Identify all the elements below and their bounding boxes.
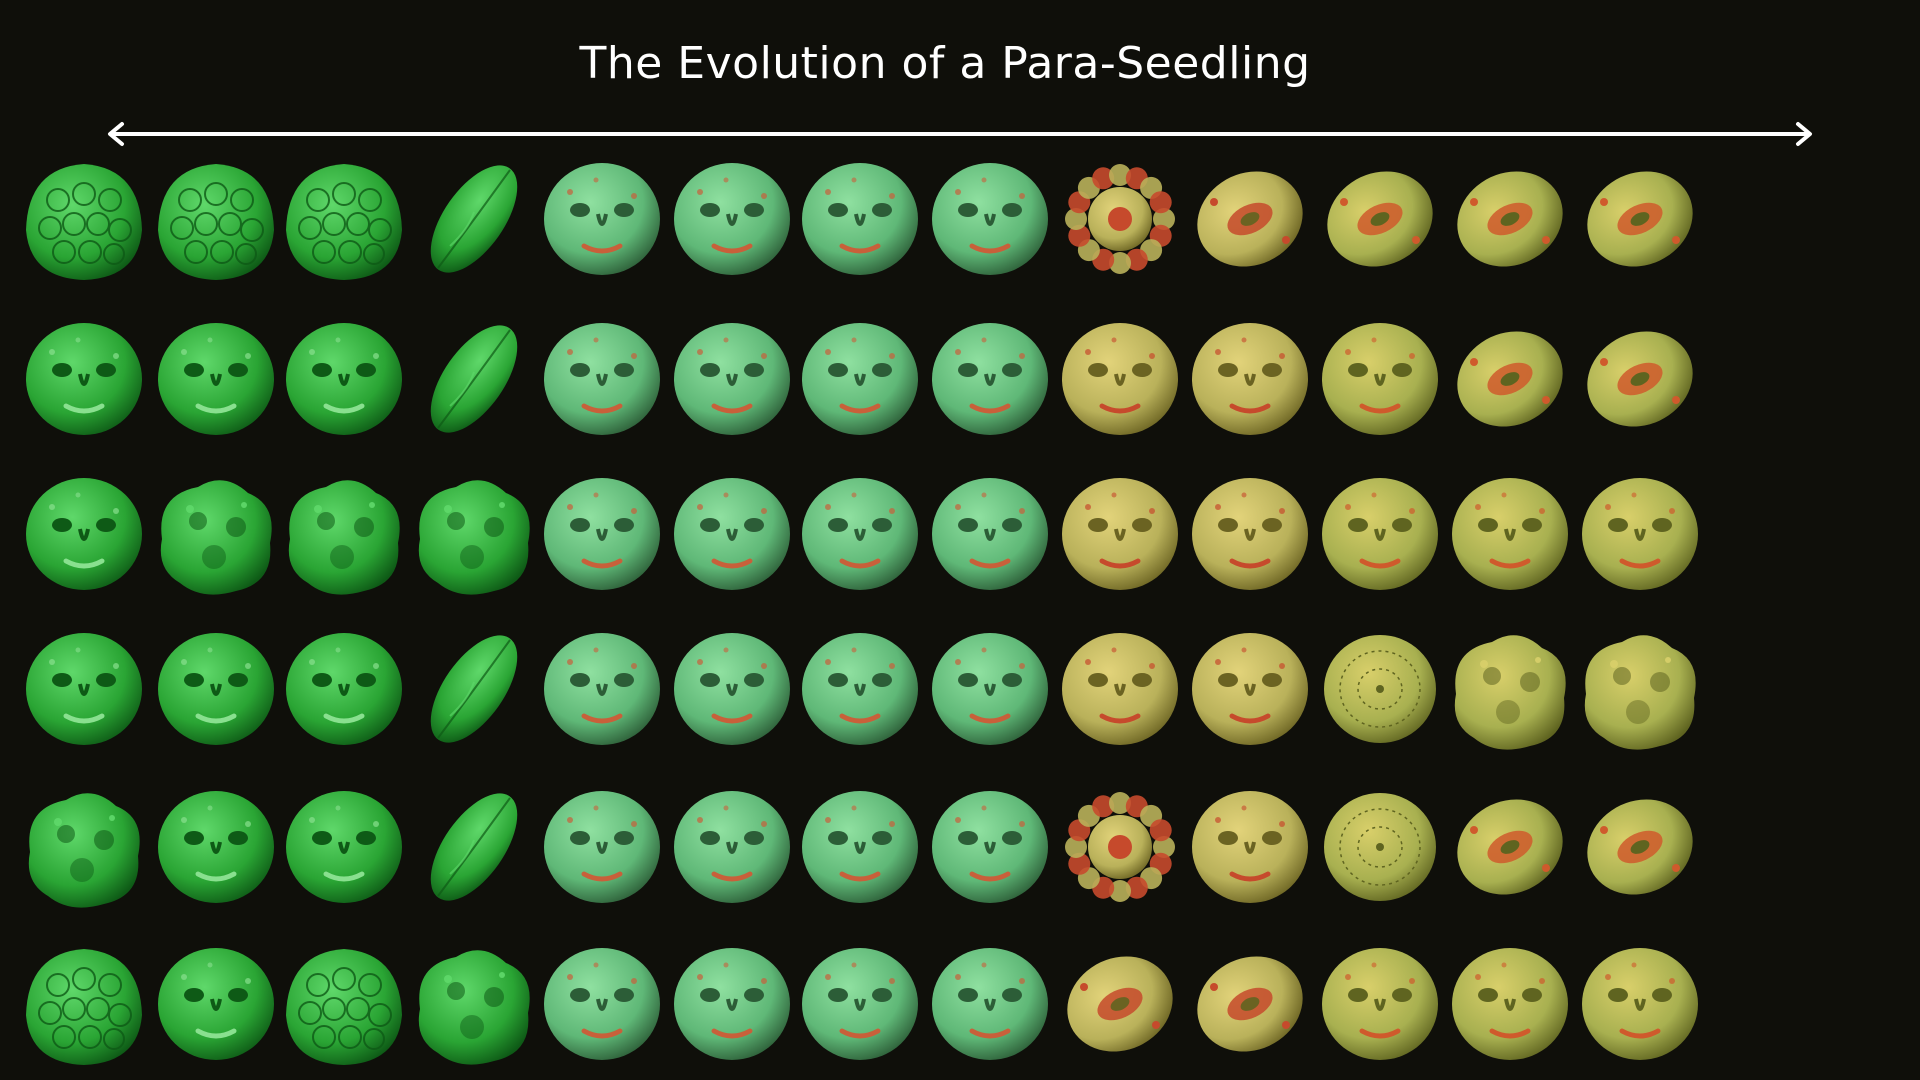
- blob-icon: [398, 935, 550, 1073]
- face-icon: [1564, 935, 1716, 1073]
- face-icon: [526, 150, 678, 288]
- pod-icon: [1564, 778, 1716, 916]
- face-icon: [1174, 620, 1326, 758]
- face-icon: [1174, 465, 1326, 603]
- face-icon: [784, 150, 936, 288]
- face-icon: [1044, 310, 1196, 448]
- seedling-grid: [0, 150, 1920, 1080]
- face-icon: [784, 465, 936, 603]
- face-icon: [1434, 935, 1586, 1073]
- face-icon: [784, 620, 936, 758]
- face-icon: [8, 620, 160, 758]
- seed-pod-icon: [8, 150, 160, 288]
- face-icon: [526, 310, 678, 448]
- face-icon: [140, 620, 292, 758]
- face-icon: [656, 310, 808, 448]
- pod-icon: [1044, 935, 1196, 1073]
- leaf-pod-icon: [398, 150, 550, 288]
- face-icon: [784, 935, 936, 1073]
- face-icon: [656, 465, 808, 603]
- seed-pod-icon: [268, 150, 420, 288]
- face-icon: [526, 778, 678, 916]
- blob-icon: [1564, 620, 1716, 758]
- face-icon: [784, 778, 936, 916]
- pod-icon: [1174, 935, 1326, 1073]
- face-icon: [914, 465, 1066, 603]
- face-icon: [1044, 620, 1196, 758]
- pod-icon: [1434, 310, 1586, 448]
- face-icon: [526, 465, 678, 603]
- leaf-pod-icon: [398, 778, 550, 916]
- pod-icon: [1304, 150, 1456, 288]
- face-icon: [656, 150, 808, 288]
- face-icon: [914, 778, 1066, 916]
- face-icon: [1174, 778, 1326, 916]
- face-icon: [1304, 465, 1456, 603]
- seed-pod-icon: [268, 935, 420, 1073]
- flower-icon: [1044, 778, 1196, 916]
- face-icon: [1434, 465, 1586, 603]
- face-icon: [8, 310, 160, 448]
- face-icon: [1174, 310, 1326, 448]
- face-icon: [268, 310, 420, 448]
- blob-icon: [398, 465, 550, 603]
- seed-pod-icon: [8, 935, 160, 1073]
- face-icon: [526, 935, 678, 1073]
- page-title: The Evolution of a Para-Seedling: [579, 38, 1311, 89]
- disc-icon: [1304, 620, 1456, 758]
- blob-icon: [8, 778, 160, 916]
- face-icon: [1304, 310, 1456, 448]
- face-icon: [8, 465, 160, 603]
- face-icon: [1044, 465, 1196, 603]
- face-icon: [914, 620, 1066, 758]
- face-icon: [268, 778, 420, 916]
- pod-icon: [1174, 150, 1326, 288]
- blob-icon: [140, 465, 292, 603]
- pod-icon: [1434, 150, 1586, 288]
- seed-pod-icon: [140, 150, 292, 288]
- leaf-pod-icon: [398, 310, 550, 448]
- pod-icon: [1434, 778, 1586, 916]
- face-icon: [1304, 935, 1456, 1073]
- face-icon: [914, 935, 1066, 1073]
- face-icon: [656, 778, 808, 916]
- face-icon: [914, 150, 1066, 288]
- flower-icon: [1044, 150, 1196, 288]
- blob-icon: [268, 465, 420, 603]
- blob-icon: [1434, 620, 1586, 758]
- face-icon: [140, 310, 292, 448]
- face-icon: [268, 620, 420, 758]
- face-icon: [784, 310, 936, 448]
- face-icon: [656, 620, 808, 758]
- pod-icon: [1564, 310, 1716, 448]
- leaf-pod-icon: [398, 620, 550, 758]
- face-icon: [656, 935, 808, 1073]
- disc-icon: [1304, 778, 1456, 916]
- face-icon: [526, 620, 678, 758]
- face-icon: [1564, 465, 1716, 603]
- face-icon: [914, 310, 1066, 448]
- face-icon: [140, 935, 292, 1073]
- pod-icon: [1564, 150, 1716, 288]
- face-icon: [140, 778, 292, 916]
